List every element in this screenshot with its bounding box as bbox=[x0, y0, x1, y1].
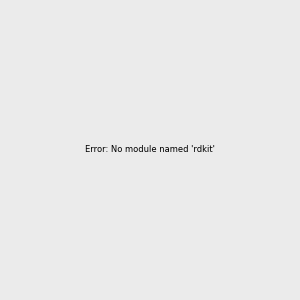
Text: Error: No module named 'rdkit': Error: No module named 'rdkit' bbox=[85, 146, 215, 154]
